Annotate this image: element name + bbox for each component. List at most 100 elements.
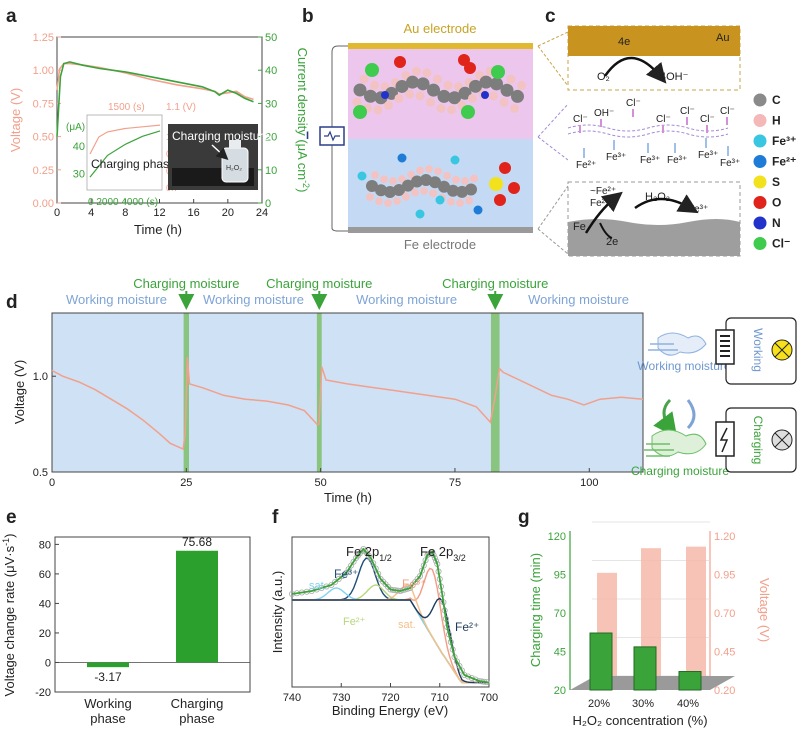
a-inset-voltage [89, 124, 161, 155]
atom-h [465, 196, 473, 205]
panel-a-inset-caption: Charging phase [91, 157, 176, 171]
atom-c [456, 185, 468, 198]
atom-c [375, 184, 387, 197]
atom-c [416, 77, 430, 91]
e-category-label: phase [90, 711, 125, 726]
atom-c [384, 185, 396, 198]
atom-h [425, 165, 433, 174]
a-ytick-right-label: 50 [265, 32, 277, 44]
atom-h [352, 97, 362, 107]
panel-a-ylabel-right-end: ) [295, 188, 310, 192]
atom-n [481, 91, 489, 99]
au-electrons: 4e [618, 36, 630, 48]
fe-reaction-arrow-2 [599, 222, 613, 239]
atom-fe [450, 155, 460, 165]
atom-c [469, 79, 482, 93]
atom-c [402, 179, 414, 192]
e-ytick-label: 60 [39, 569, 51, 581]
atom-h [405, 89, 414, 99]
atom-h [412, 66, 421, 76]
d-xtick-label: 25 [180, 477, 192, 489]
f-data-point [468, 675, 475, 682]
atom-h [359, 74, 369, 84]
working-moisture-label: Working moisture [528, 292, 629, 307]
f-xtick-label: 710 [431, 692, 449, 704]
g-ytick-left-label: 120 [548, 531, 566, 543]
atom-h [375, 197, 383, 206]
panel-d-top-labels: Charging moisture Charging moisture Chargi… [66, 276, 629, 310]
f-xtick-label: 740 [283, 692, 301, 704]
g-ytick-right-label: 0.95 [714, 570, 735, 582]
atom-c [448, 91, 461, 105]
peak-label-fe2p32: Fe 2p3/2 [420, 544, 466, 563]
fe-reaction-arrow-1 [584, 191, 623, 234]
au-electrode [348, 43, 533, 49]
a-inset-current [89, 130, 161, 178]
panel-d-xlabel: Time (h) [324, 490, 372, 505]
fe-reaction-fe3: Fe³⁺ [688, 204, 708, 215]
g-bar-time [633, 646, 657, 691]
panel-g-xlabel: H₂O₂ concentration (%) [572, 713, 707, 728]
a-xtick-label: 16 [188, 207, 200, 219]
f-data-point [367, 555, 374, 562]
legend-atom-label: Fe³⁺ [772, 134, 796, 148]
panel-a-photo-caption: Charging moisture [172, 129, 270, 143]
panel-a-ylabel-right: Current density (μA cm-2) [295, 48, 311, 193]
ion-top: Cl⁻ [626, 98, 641, 109]
panel-f-ylabel: Intensity (a.u.) [270, 571, 285, 653]
a-ytick-left-label: 1.25 [33, 32, 54, 44]
panel-e-ylabel: Voltage change rate (μV·s-1) [1, 534, 17, 697]
atom-h [422, 68, 432, 78]
peak-label-fe2p32-sub: 3/2 [453, 553, 466, 563]
atom-h [389, 176, 397, 185]
moisture-schematic: Working moisture Charging moisture Worki… [631, 317, 797, 478]
circuit-current-label: I [306, 130, 309, 142]
e-ytick-label: -20 [35, 687, 51, 699]
panel-e-frame [54, 536, 251, 693]
f-data-point [458, 667, 465, 674]
a-xtick-label: 12 [153, 207, 165, 219]
atom-fe [397, 153, 407, 163]
g-category-label: 30% [632, 698, 654, 710]
ion-bottom: Fe³⁺ [640, 155, 660, 166]
panel-g: g 20 45 70 95 120 0.20 0.45 0.70 0.95 1.20 20% 30%… [518, 507, 772, 728]
g-bar-time [589, 632, 613, 691]
peak-label-sat-1: sat. [309, 580, 327, 592]
ion-box [568, 100, 740, 172]
panel-a: a 0 4 8 12 16 20 24 0.00 0.25 0.50 0.75 1.00 1.25 0 10… [6, 6, 311, 237]
circuit-working-label: Working [751, 328, 765, 372]
g-ytick-left-label: 20 [554, 685, 566, 697]
panel-b: b Au electrode Fe electrode I [302, 6, 533, 252]
panel-a-ticks: 0 4 8 12 16 20 24 0.00 0.25 0.50 0.75 1.00 1.25 0 10 20… [33, 32, 278, 219]
atom-legend: CH Fe³⁺ Fe²⁺ SON Cl⁻ [753, 93, 796, 251]
f-data-point [417, 573, 424, 580]
legend-atom-label: Fe²⁺ [772, 155, 796, 169]
atom-cl [461, 105, 475, 119]
panel-g-bars: 20% 30% 40% [570, 546, 735, 710]
f-data-point [456, 663, 463, 670]
panel-label-d: d [6, 292, 18, 313]
f-data-point [433, 558, 440, 565]
ion-top: Cl⁻ [680, 106, 695, 117]
a-ytick-right-label: 40 [265, 65, 277, 77]
g-ytick-right-label: 1.20 [714, 531, 735, 543]
atom-h [443, 80, 453, 90]
connector-mid [537, 103, 569, 161]
fe-reaction-arrow-3 [634, 194, 699, 214]
working-wind-lines [648, 343, 678, 351]
a-ytick-left-label: 0.75 [33, 98, 54, 110]
d-ytick-label: 1.0 [33, 371, 48, 383]
panel-e-ylabel-end: ) [2, 534, 17, 538]
working-moisture-label: Working moisture [356, 292, 457, 307]
atom-h [447, 197, 455, 206]
connector-bottom [537, 185, 569, 255]
peak-label-fe2p12-main: Fe 2p [346, 544, 379, 559]
panel-label-g: g [518, 507, 530, 528]
fe-slab [568, 219, 740, 256]
atom-h [510, 103, 519, 113]
peak-label-fe3-1: Fe³⁺ [334, 567, 358, 581]
atom-c [490, 77, 503, 91]
e-bar-value: -3.17 [94, 670, 122, 684]
